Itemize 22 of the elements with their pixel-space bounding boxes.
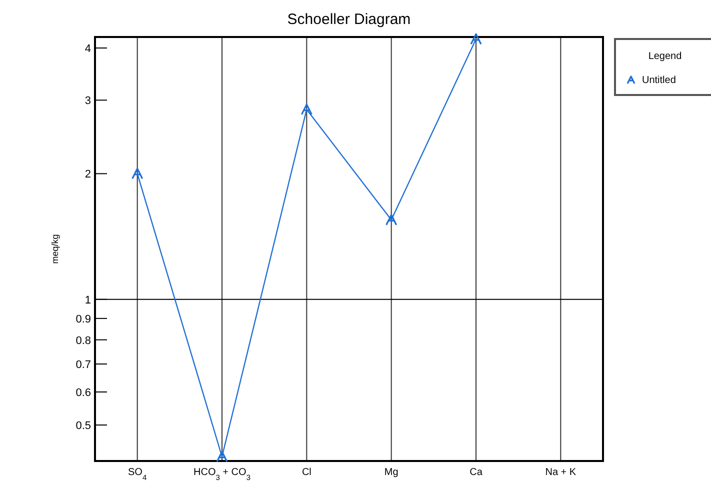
- point: [386, 214, 398, 226]
- y-tick-label: 4: [84, 42, 91, 55]
- y-axis-title: meq/kg: [50, 234, 60, 264]
- y-tick-label: 0.9: [76, 313, 91, 326]
- y-tick-label: 0.7: [76, 359, 91, 372]
- y-tick-label: 3: [84, 95, 91, 108]
- x-tick-label: Mg: [384, 467, 398, 478]
- x-tick-label: Ca: [470, 467, 483, 478]
- y-tick-label: 0.5: [76, 420, 91, 432]
- y-tick-label: 2: [84, 168, 91, 181]
- x-tick-label: HCO$_{3}$ + CO$_{3}$: [194, 467, 250, 481]
- x-tick-label: SO$_{4}$: [128, 467, 147, 481]
- x-tick-label: Cl: [302, 467, 312, 478]
- y-tick-label: 0.8: [76, 334, 91, 347]
- y-tick-label: 0.6: [76, 386, 91, 399]
- y-tick-label: 1: [84, 294, 91, 306]
- legend-label: Untitled: [642, 75, 676, 86]
- x-tick-label: Na + K: [545, 467, 576, 478]
- chart-title: Schoeller Diagram: [287, 11, 411, 28]
- legend-title: Legend: [648, 51, 682, 62]
- point: [216, 450, 228, 462]
- point: [300, 104, 312, 116]
